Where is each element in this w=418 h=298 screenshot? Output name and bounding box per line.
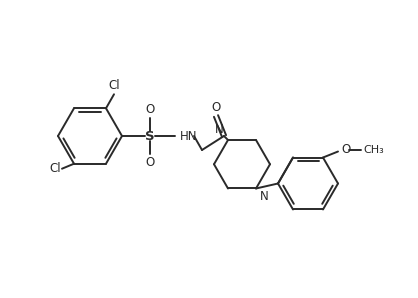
Text: N: N [260, 190, 269, 204]
Text: O: O [341, 143, 350, 156]
Text: N: N [215, 123, 224, 136]
Text: CH₃: CH₃ [363, 145, 384, 155]
Text: O: O [145, 156, 155, 169]
Text: Cl: Cl [108, 79, 120, 92]
Text: HN: HN [180, 130, 197, 142]
Text: Cl: Cl [49, 162, 61, 175]
Text: O: O [145, 103, 155, 116]
Text: S: S [145, 130, 155, 142]
Text: O: O [212, 101, 221, 114]
